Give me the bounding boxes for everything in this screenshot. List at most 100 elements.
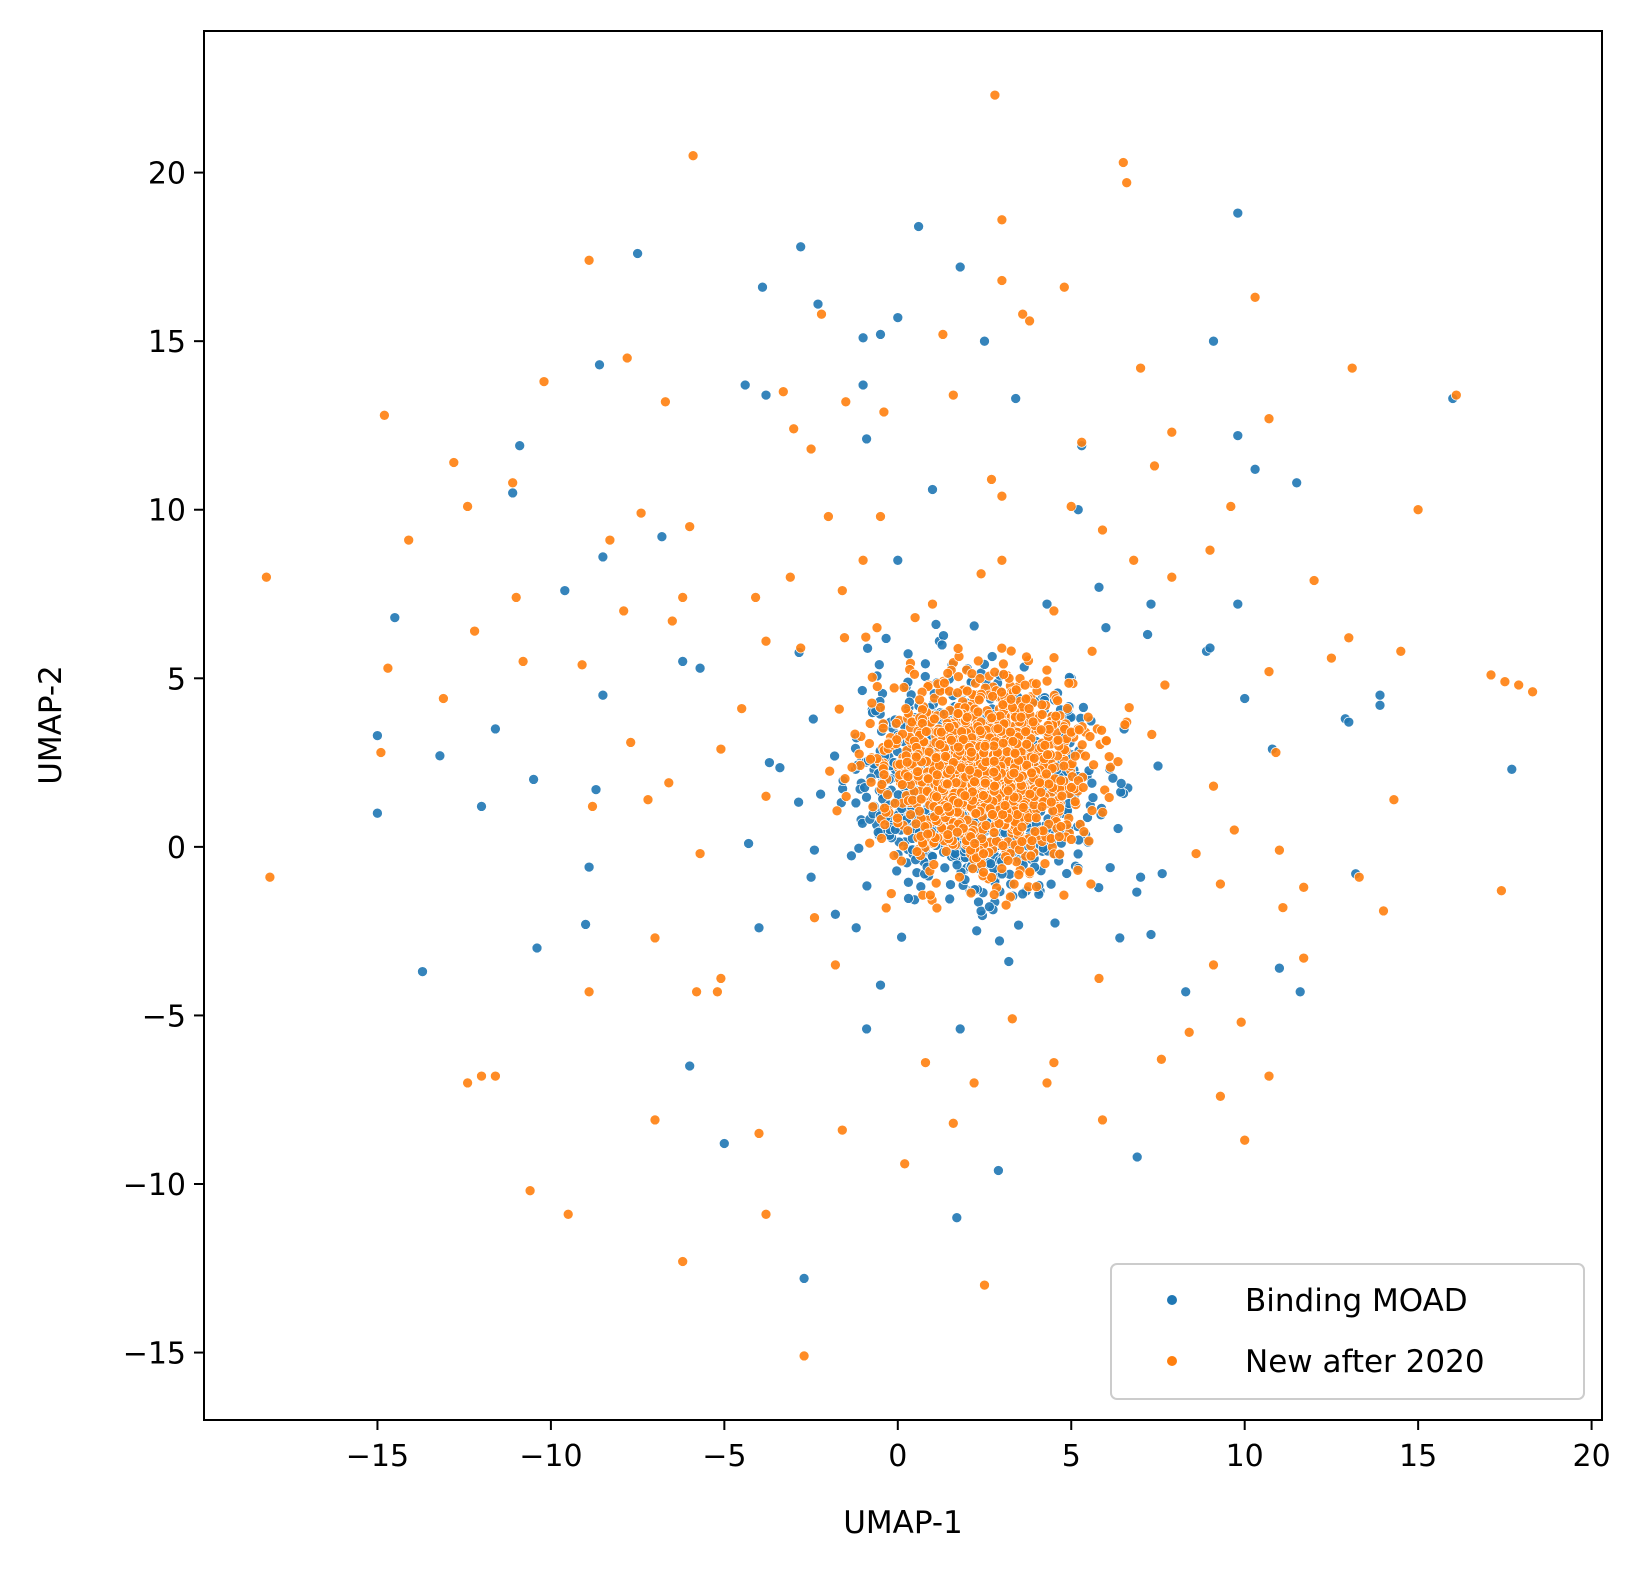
scatter-point	[583, 254, 595, 266]
legend: Binding MOAD New after 2020	[1110, 1263, 1585, 1400]
scatter-point	[1016, 836, 1028, 847]
scatter-point	[930, 877, 942, 889]
scatter-point	[839, 632, 850, 644]
scatter-point	[927, 598, 938, 610]
scatter-point	[1042, 749, 1053, 761]
x-tick-label: −5	[702, 1439, 746, 1474]
scatter-point	[1002, 855, 1014, 866]
scatter-point	[937, 329, 949, 340]
scatter-point	[1374, 699, 1386, 711]
scatter-point	[1034, 777, 1045, 788]
scatter-point	[911, 846, 923, 857]
scatter-point	[760, 790, 772, 802]
x-tick-label: −15	[346, 1439, 409, 1474]
scatter-point	[1006, 1013, 1018, 1025]
scatter-point	[931, 769, 943, 781]
scatter-point	[930, 619, 942, 630]
scatter-point	[979, 777, 991, 789]
scatter-point	[857, 332, 869, 344]
scatter-point	[989, 89, 1001, 101]
scatter-point	[684, 521, 696, 532]
x-axis-label: UMAP-1	[843, 1505, 963, 1541]
scatter-point	[988, 755, 1000, 767]
scatter-point	[660, 396, 671, 408]
scatter-point	[1204, 642, 1216, 654]
scatter-point	[931, 902, 943, 914]
scatter-point	[604, 534, 616, 546]
scatter-point	[1073, 724, 1085, 736]
scatter-point	[1076, 739, 1088, 751]
scatter-point	[882, 789, 893, 800]
scatter-point	[753, 1128, 765, 1139]
scatter-point	[856, 685, 868, 696]
scatter-point	[899, 1158, 911, 1170]
scatter-point	[649, 1114, 661, 1126]
scatter-point	[966, 746, 977, 758]
scatter-point	[1086, 805, 1098, 816]
scatter-point	[905, 809, 916, 820]
scatter-point	[1450, 389, 1462, 401]
scatter-point	[597, 551, 609, 563]
scatter-point	[403, 534, 415, 546]
scatter-point	[849, 728, 861, 740]
scatter-point	[1087, 792, 1099, 803]
scatter-point	[871, 622, 883, 634]
scatter-point	[1263, 1070, 1275, 1082]
scatter-point	[625, 737, 637, 748]
scatter-point	[937, 695, 948, 707]
scatter-point	[922, 773, 934, 785]
scatter-point	[974, 725, 986, 736]
scatter-point	[1065, 501, 1077, 512]
scatter-point	[743, 838, 754, 849]
scatter-point	[961, 711, 973, 723]
scatter-point	[942, 667, 954, 679]
scatter-point	[1104, 862, 1116, 873]
scatter-point	[888, 850, 900, 861]
scatter-point	[587, 801, 598, 812]
scatter-point	[930, 752, 942, 764]
scatter-point	[999, 800, 1011, 811]
scatter-point	[517, 656, 529, 667]
scatter-point	[980, 820, 992, 831]
scatter-point	[1007, 736, 1019, 747]
scatter-point	[909, 668, 920, 680]
scatter-point	[1010, 684, 1022, 696]
scatter-point	[261, 571, 272, 583]
scatter-point	[1156, 1053, 1167, 1065]
scatter-point	[972, 655, 984, 667]
scatter-point	[788, 423, 800, 435]
scatter-point	[1019, 679, 1031, 691]
scatter-point	[992, 723, 1004, 734]
scatter-point	[957, 734, 969, 745]
scatter-point	[996, 214, 1008, 226]
scatter-point	[920, 1057, 931, 1068]
scatter-point	[840, 396, 852, 408]
scatter-point	[966, 668, 978, 680]
scatter-point	[1378, 905, 1389, 917]
scatter-point	[1270, 747, 1282, 758]
scatter-point	[1388, 794, 1400, 806]
scatter-point	[1030, 678, 1042, 690]
scatter-point	[1180, 986, 1192, 998]
scatter-point	[947, 1117, 959, 1129]
scatter-point	[1225, 501, 1237, 512]
scatter-point	[1208, 780, 1219, 792]
scatter-point	[1142, 629, 1153, 640]
scatter-point	[996, 490, 1008, 502]
scatter-point	[1056, 790, 1068, 802]
scatter-point	[978, 848, 989, 860]
scatter-point	[940, 751, 951, 762]
scatter-point	[971, 925, 983, 937]
scatter-point	[1055, 821, 1067, 832]
scatter-point	[946, 734, 957, 746]
scatter-point	[954, 871, 965, 883]
scatter-point	[632, 248, 643, 259]
scatter-point	[953, 671, 964, 682]
scatter-point	[1031, 881, 1042, 893]
scatter-point	[968, 620, 980, 632]
scatter-point	[1008, 767, 1020, 779]
scatter-point	[1263, 666, 1275, 677]
scatter-point	[1021, 738, 1033, 750]
scatter-point	[1052, 695, 1063, 706]
scatter-point	[1047, 805, 1059, 817]
